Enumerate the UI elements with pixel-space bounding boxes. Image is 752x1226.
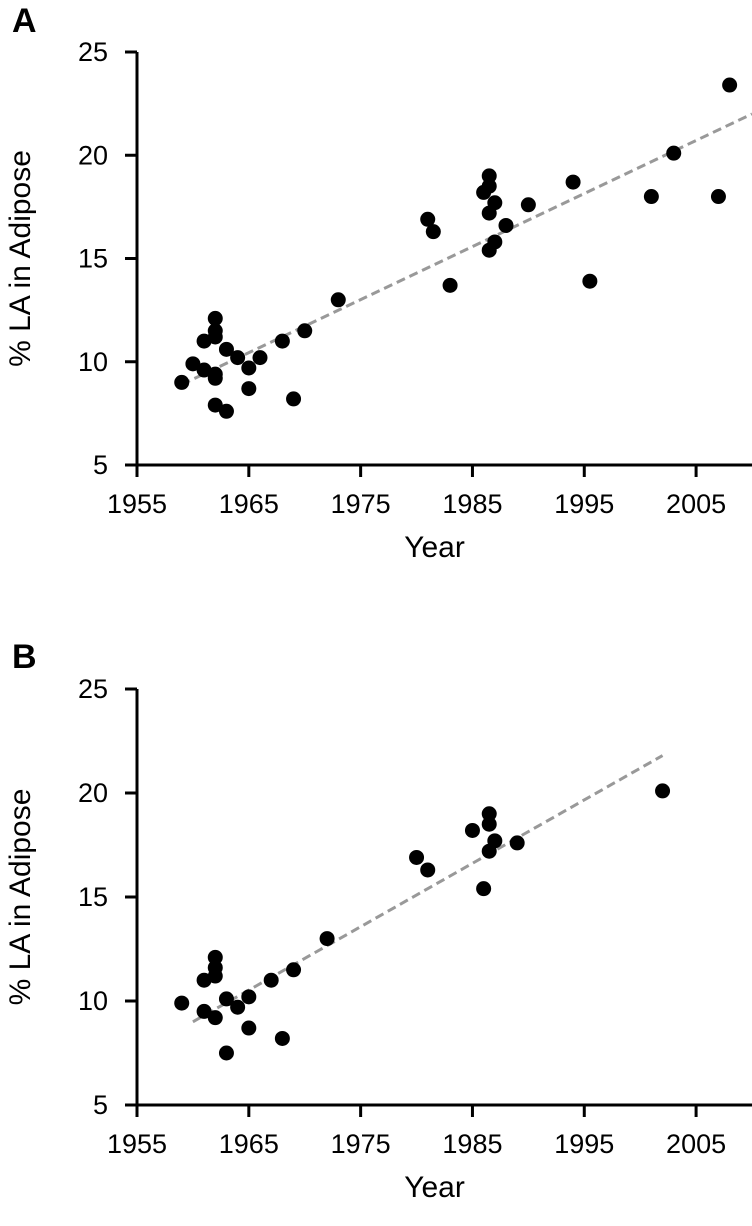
data-point: [230, 999, 246, 1015]
data-point: [207, 949, 223, 965]
y-axis-title: % LA in Adipose: [4, 150, 37, 367]
data-point: [241, 360, 257, 376]
x-tick-label: 1995: [554, 489, 614, 519]
y-tick-label: 5: [93, 1090, 108, 1120]
data-point: [174, 374, 190, 390]
data-point: [655, 783, 671, 799]
data-point: [420, 211, 436, 227]
panel-b: B 5 10 15 20 25 1955 1965 1975 1985 1995 2005 Year % …: [4, 638, 752, 1204]
data-point: [509, 835, 525, 851]
data-point: [207, 397, 223, 413]
data-point: [263, 972, 279, 988]
data-point: [185, 356, 201, 372]
x-tick-label: 2005: [666, 489, 726, 519]
data-point: [487, 234, 503, 250]
data-point: [241, 989, 257, 1005]
x-tick-label: 1955: [107, 489, 167, 519]
data-point: [274, 1030, 290, 1046]
data-point: [425, 224, 441, 240]
data-point: [582, 273, 598, 289]
y-tick-label: 20: [78, 778, 108, 808]
x-tick-label: 2005: [666, 1129, 726, 1159]
data-point: [481, 168, 497, 184]
y-tick-label: 15: [78, 244, 108, 274]
data-point: [442, 277, 458, 293]
data-point: [241, 381, 257, 397]
data-point: [498, 217, 514, 233]
data-point: [565, 174, 581, 190]
data-point: [297, 323, 313, 339]
data-point: [207, 370, 223, 386]
data-point: [207, 310, 223, 326]
data-point: [710, 189, 726, 205]
x-tick-label: 1985: [442, 489, 502, 519]
data-point: [252, 350, 268, 366]
data-point: [196, 1003, 212, 1019]
x-tick-label: 1995: [554, 1129, 614, 1159]
data-point: [481, 806, 497, 822]
data-point: [476, 881, 492, 897]
data-point: [207, 329, 223, 345]
data-point: [218, 991, 234, 1007]
data-point: [520, 197, 536, 213]
y-tick-label: 5: [93, 450, 108, 480]
panel-label: A: [12, 2, 37, 40]
data-point: [241, 1020, 257, 1036]
x-axis-title: Year: [404, 1171, 465, 1204]
data-point: [481, 178, 497, 194]
y-tick-label: 25: [78, 674, 108, 704]
data-point: [330, 292, 346, 308]
y-tick-label: 15: [78, 882, 108, 912]
data-point: [487, 833, 503, 849]
x-tick-label: 1965: [219, 1129, 279, 1159]
data-point: [420, 862, 436, 878]
data-point: [722, 77, 738, 93]
data-point: [319, 931, 335, 947]
x-tick-label: 1955: [107, 1129, 167, 1159]
data-point: [666, 145, 682, 161]
x-tick-label: 1965: [219, 489, 279, 519]
panel-label: B: [12, 638, 37, 676]
data-point: [487, 195, 503, 211]
y-tick-label: 10: [78, 347, 108, 377]
data-point: [207, 1010, 223, 1026]
x-tick-label: 1975: [331, 489, 391, 519]
data-point: [274, 333, 290, 349]
data-point: [174, 995, 190, 1011]
data-point: [643, 189, 659, 205]
data-point: [286, 391, 302, 407]
data-point: [286, 962, 302, 978]
data-point: [409, 849, 425, 865]
y-tick-label: 10: [78, 986, 108, 1016]
panel-a: A 5 10 15 20 25 1955 1965 1975 1985 1995 2005 Year % …: [4, 2, 752, 564]
data-point: [218, 1045, 234, 1061]
data-point: [481, 816, 497, 832]
x-tick-label: 1985: [442, 1129, 502, 1159]
x-tick-label: 1975: [331, 1129, 391, 1159]
data-point: [207, 968, 223, 984]
data-point: [464, 822, 480, 838]
data-point: [230, 350, 246, 366]
trend-line: [192, 754, 664, 1024]
y-axis-title: % LA in Adipose: [4, 789, 37, 1006]
x-axis-title: Year: [404, 531, 465, 564]
data-point: [218, 341, 234, 357]
y-tick-label: 20: [78, 140, 108, 170]
y-tick-label: 25: [78, 37, 108, 67]
data-point: [218, 403, 234, 419]
